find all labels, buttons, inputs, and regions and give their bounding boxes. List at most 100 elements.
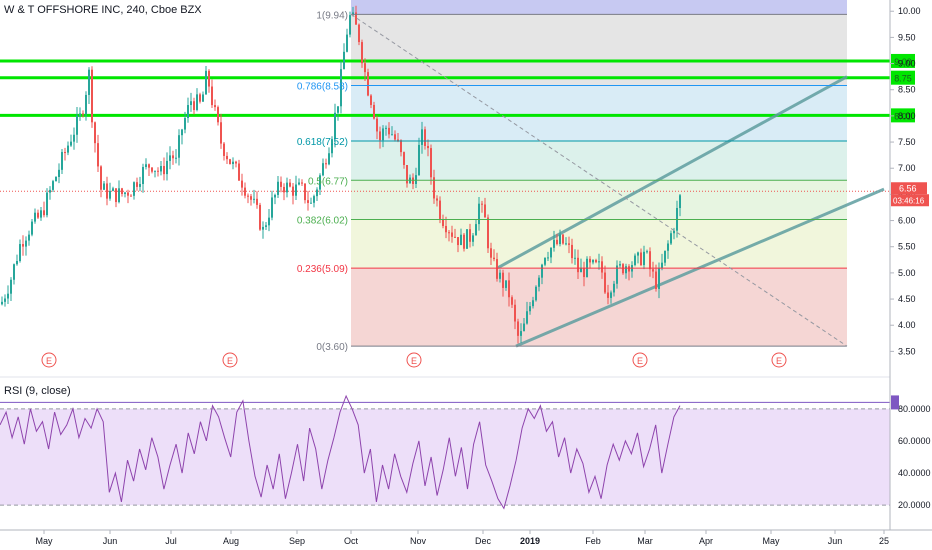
candle-body	[526, 311, 528, 324]
candle-body	[538, 277, 540, 287]
candle-body	[115, 188, 117, 203]
candle-body	[559, 234, 561, 245]
candle-body	[100, 166, 102, 190]
price-tick-label: 9.00	[898, 59, 916, 69]
rsi-series-line	[0, 394, 681, 510]
candle-body	[457, 237, 459, 246]
candle-body	[151, 167, 153, 172]
candle-body	[292, 186, 294, 196]
candle-body	[256, 198, 258, 205]
candle-body	[70, 141, 72, 146]
candle-body	[214, 105, 216, 108]
time-tick-label: 2019	[520, 536, 540, 546]
candle-body	[406, 165, 408, 184]
candle-body	[226, 155, 228, 160]
candle-body	[25, 240, 27, 247]
rsi-band	[0, 408, 890, 506]
candle-body	[619, 264, 621, 266]
candle-body	[355, 12, 357, 25]
time-tick-label: Jun	[828, 536, 843, 546]
candle-body	[280, 181, 282, 187]
candle-body	[496, 259, 498, 279]
rsi-title: RSI (9, close)	[4, 385, 71, 397]
candle-body	[73, 134, 75, 142]
candle-body	[283, 186, 285, 193]
candle-body	[649, 251, 651, 270]
price-tick-label: 9.50	[898, 32, 916, 42]
candle-body	[61, 152, 63, 170]
candle-body	[514, 304, 516, 322]
candle-body	[10, 279, 12, 294]
candle-body	[82, 113, 84, 115]
candle-body	[487, 217, 489, 249]
candle-body	[169, 155, 171, 161]
candle-body	[481, 203, 483, 205]
candle-body	[532, 300, 534, 307]
candle-body	[433, 177, 435, 199]
candle-body	[154, 170, 156, 172]
candle-body	[133, 182, 135, 196]
candle-body	[571, 244, 573, 259]
rsi-tick-label: 40.0000	[898, 468, 931, 478]
fibonacci-fills	[351, 0, 847, 347]
candle-body	[85, 94, 87, 115]
candle-body	[607, 292, 609, 298]
candle-body	[358, 24, 360, 43]
candle-body	[391, 134, 393, 136]
candle-body	[271, 197, 273, 218]
time-tick-label: Sep	[289, 536, 305, 546]
fib-trend-line	[350, 13, 848, 347]
candle-body	[181, 129, 183, 136]
candle-body	[646, 251, 648, 253]
candle-body	[610, 292, 612, 298]
candle-body	[118, 188, 120, 203]
earnings-marker-label: E	[46, 356, 52, 366]
fib-fill	[351, 268, 847, 347]
candle-body	[94, 122, 96, 144]
trend-lines	[497, 75, 885, 348]
fib-fill	[351, 14, 847, 86]
candle-body	[499, 272, 501, 279]
time-tick-label: Feb	[585, 536, 601, 546]
earnings-marker-label: E	[227, 356, 233, 366]
candle-body	[109, 190, 111, 199]
candlesticks	[1, 5, 681, 344]
candle-body	[178, 135, 180, 158]
candle-body	[238, 163, 240, 181]
time-tick-label: Dec	[475, 536, 492, 546]
candle-body	[568, 243, 570, 245]
candle-body	[460, 234, 462, 246]
candle-body	[601, 261, 603, 273]
candle-body	[106, 183, 108, 199]
candle-body	[136, 182, 138, 187]
last-price-value: 6.56	[899, 183, 917, 193]
candle-body	[505, 280, 507, 288]
candle-body	[235, 161, 237, 164]
candle-body	[46, 192, 48, 216]
horizontal-level-tag	[891, 53, 915, 68]
candle-body	[622, 264, 624, 274]
candle-body	[604, 272, 606, 293]
candle-body	[163, 166, 165, 175]
candle-body	[451, 232, 453, 237]
fib-level-label: 1(9.94)	[316, 10, 348, 21]
candle-body	[541, 264, 543, 278]
candle-body	[661, 262, 663, 269]
candle-body	[157, 170, 159, 172]
candle-body	[490, 248, 492, 258]
price-tick-label: 8.50	[898, 85, 916, 95]
candle-body	[34, 212, 36, 222]
candle-body	[76, 115, 78, 135]
candle-body	[55, 176, 57, 182]
candle-body	[334, 112, 336, 140]
candle-body	[79, 113, 81, 116]
candle-body	[613, 283, 615, 293]
countdown-value: 03:46:16	[893, 196, 925, 205]
candle-body	[520, 331, 522, 336]
candle-body	[658, 268, 660, 289]
rsi-tick-label: 20.0000	[898, 500, 931, 510]
candle-body	[352, 12, 354, 16]
candle-body	[595, 259, 597, 263]
